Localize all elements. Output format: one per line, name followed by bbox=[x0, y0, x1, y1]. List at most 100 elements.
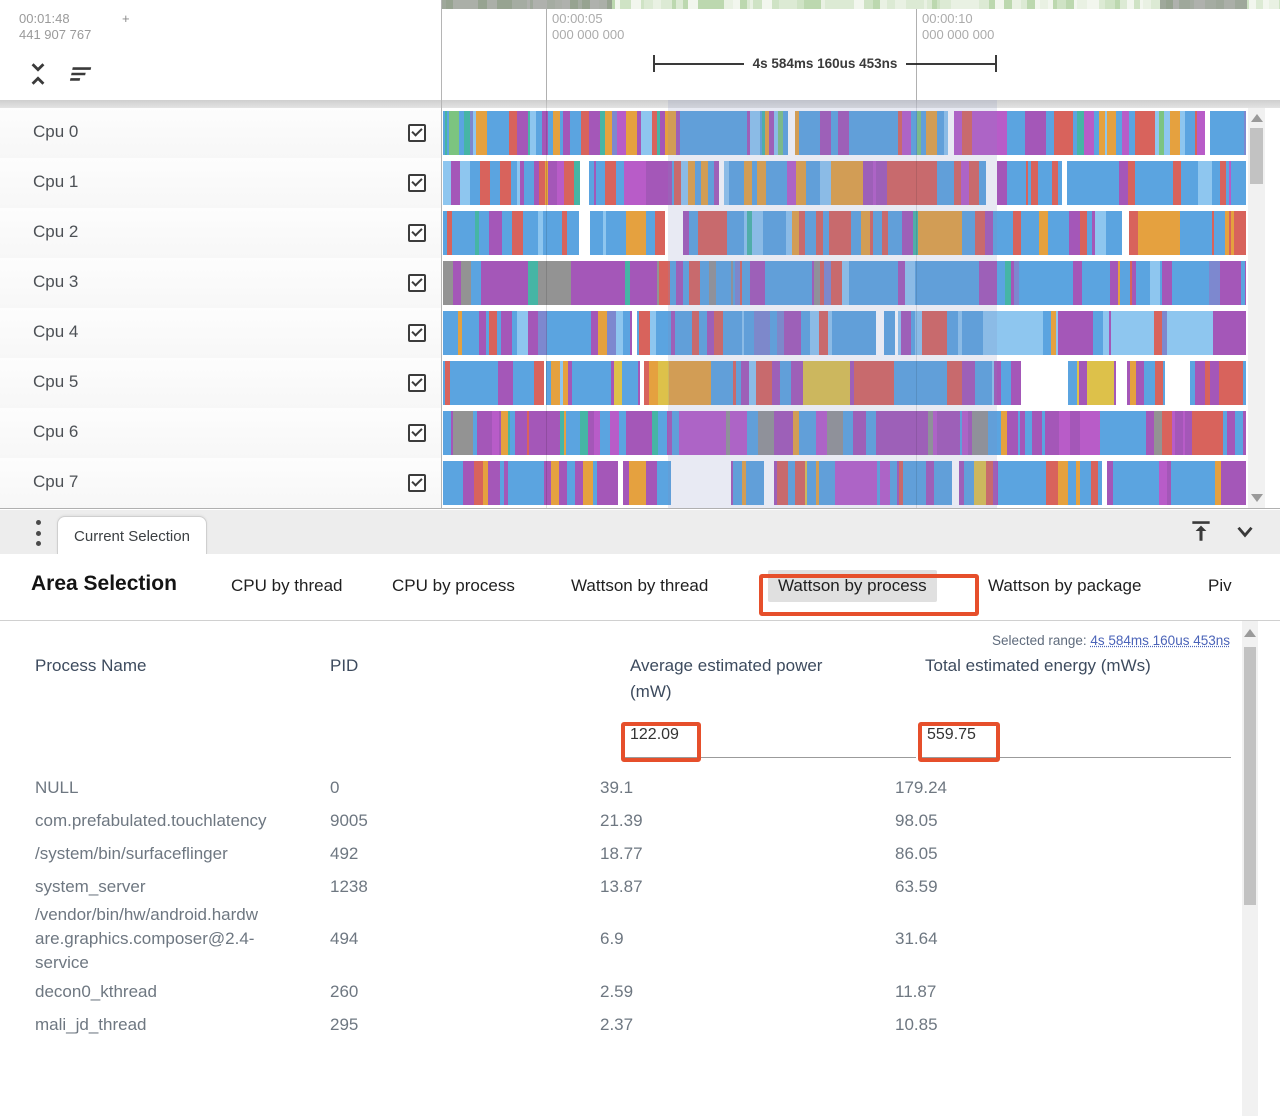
track-checkbox[interactable] bbox=[408, 174, 426, 192]
cell-process-name: /vendor/bin/hw/android.hardw are.graphics… bbox=[35, 905, 259, 972]
track-checkbox[interactable] bbox=[408, 324, 426, 342]
panel-scroll-up-arrow[interactable] bbox=[1244, 629, 1256, 637]
tracks-scrollbar-thumb[interactable] bbox=[1250, 128, 1263, 184]
cell-process-name: system_server bbox=[35, 876, 146, 896]
cpu-track-row[interactable]: Cpu 4 bbox=[0, 308, 1280, 359]
selected-range-value-link[interactable]: 4s 584ms 160us 453ns bbox=[1090, 633, 1230, 648]
result-tab-wattson-by-package[interactable]: Wattson by package bbox=[988, 576, 1142, 595]
timeline-ruler[interactable]: 00:01:48 441 907 767 + 00:00:05 000 000 0… bbox=[0, 9, 1280, 100]
minimap-segment bbox=[961, 0, 968, 9]
track-panel-divider[interactable] bbox=[441, 0, 442, 508]
cell-total-energy: 86.05 bbox=[895, 843, 938, 863]
track-checkbox[interactable] bbox=[408, 274, 426, 292]
minimap-segment bbox=[740, 0, 747, 9]
track-header-cpu-4[interactable]: Cpu 4 bbox=[0, 308, 441, 359]
selection-duration-bracket: 4s 584ms 160us 453ns bbox=[653, 55, 997, 72]
col-header-avg-power: Average estimated power (mW) bbox=[630, 656, 823, 701]
sort-icon[interactable] bbox=[67, 61, 93, 87]
minimap-segment bbox=[1027, 0, 1035, 9]
track-header-cpu-3[interactable]: Cpu 3 bbox=[0, 258, 441, 309]
vertical-align-top-icon[interactable] bbox=[1188, 518, 1214, 544]
track-header-cpu-0[interactable]: Cpu 0 bbox=[0, 108, 441, 159]
result-tab-piv[interactable]: Piv bbox=[1208, 576, 1232, 595]
cell-process-name: com.prefabulated.touchlatency bbox=[35, 810, 267, 830]
minimap-segment bbox=[653, 0, 661, 9]
cpu-track-row[interactable]: Cpu 7 bbox=[0, 458, 1280, 509]
track-header-cpu-6[interactable]: Cpu 6 bbox=[0, 408, 441, 459]
cpu-slices-track[interactable] bbox=[443, 261, 1246, 305]
track-header-cpu-5[interactable]: Cpu 5 bbox=[0, 358, 441, 409]
minimap-segment bbox=[615, 0, 620, 9]
minimap-segment bbox=[917, 0, 924, 9]
track-checkbox[interactable] bbox=[408, 224, 426, 242]
minimap-segment bbox=[753, 0, 762, 9]
minimap-segment bbox=[1021, 0, 1024, 9]
minimap-segment bbox=[724, 0, 733, 9]
minimap-segment bbox=[932, 0, 937, 9]
cpu-track-row[interactable]: Cpu 6 bbox=[0, 408, 1280, 459]
ruler-tick bbox=[916, 9, 917, 100]
minimap-segment bbox=[832, 0, 842, 9]
ruler-tick bbox=[546, 9, 547, 100]
minimap-segment bbox=[814, 0, 821, 9]
cpu-slices-track[interactable] bbox=[443, 161, 1246, 205]
track-checkbox[interactable] bbox=[408, 374, 426, 392]
cpu-track-row[interactable]: Cpu 0 bbox=[0, 108, 1280, 159]
track-checkbox[interactable] bbox=[408, 424, 426, 442]
minimap-segment bbox=[714, 0, 724, 9]
cpu-track-row[interactable]: Cpu 1 bbox=[0, 158, 1280, 209]
tracks-scrollbar[interactable] bbox=[1248, 108, 1265, 508]
minimap-segment bbox=[940, 0, 951, 9]
cpu-track-row[interactable]: Cpu 2 bbox=[0, 208, 1280, 259]
ruler-tick-label: 00:00:10 000 000 000 bbox=[922, 11, 995, 42]
minimap-segment bbox=[1134, 0, 1140, 9]
cpu-slices-track[interactable] bbox=[443, 211, 1246, 255]
track-header-cpu-2[interactable]: Cpu 2 bbox=[0, 208, 441, 259]
minimap-segment bbox=[1099, 0, 1105, 9]
track-checkbox[interactable] bbox=[408, 474, 426, 492]
minimap-segment bbox=[1115, 0, 1120, 9]
tracks-scroll-down-arrow[interactable] bbox=[1251, 494, 1263, 502]
minimap-segment bbox=[1077, 0, 1087, 9]
details-panel: Current Selection Area Selection CPU by … bbox=[0, 508, 1280, 1116]
track-header-cpu-1[interactable]: Cpu 1 bbox=[0, 158, 441, 209]
minimap-segment bbox=[1127, 0, 1134, 9]
more-vert-icon[interactable] bbox=[30, 520, 46, 546]
minimap-segment bbox=[1087, 0, 1092, 9]
cpu-track-row[interactable]: Cpu 3 bbox=[0, 258, 1280, 309]
cpu-track-row[interactable]: Cpu 5 bbox=[0, 358, 1280, 409]
panel-scrollbar[interactable] bbox=[1242, 621, 1258, 1116]
cpu-slices-track[interactable] bbox=[443, 111, 1246, 155]
table-row: /system/bin/surfaceflinger 492 18.77 86.05 bbox=[0, 837, 1240, 870]
track-header-cpu-7[interactable]: Cpu 7 bbox=[0, 458, 441, 509]
viewport-time-plus: + bbox=[122, 11, 130, 26]
cell-pid: 494 bbox=[330, 929, 359, 948]
panel-scrollbar-thumb[interactable] bbox=[1244, 647, 1256, 905]
cell-total-energy: 11.87 bbox=[895, 981, 937, 1001]
track-checkbox[interactable] bbox=[408, 124, 426, 142]
minimap-segment bbox=[698, 0, 707, 9]
minimap-segment bbox=[1245, 0, 1249, 9]
chevron-down-icon[interactable] bbox=[1232, 518, 1258, 544]
result-tab-wattson-by-process[interactable]: Wattson by process bbox=[768, 570, 937, 602]
minimap-segment bbox=[779, 0, 790, 9]
cpu-slices-track[interactable] bbox=[443, 411, 1246, 455]
minimap-segment bbox=[661, 0, 672, 9]
current-selection-label: Current Selection bbox=[74, 527, 190, 545]
cpu-slices-track[interactable] bbox=[443, 311, 1246, 355]
table-row: mali_jd_thread 295 2.37 10.85 bbox=[0, 1008, 1240, 1041]
minimap-segment bbox=[854, 0, 860, 9]
cpu-slices-track[interactable] bbox=[443, 461, 1246, 505]
result-tab-cpu-by-process[interactable]: CPU by process bbox=[392, 576, 515, 595]
minimap-segment bbox=[1249, 0, 1256, 9]
minimap-segment bbox=[1053, 0, 1057, 9]
tracks-scroll-up-arrow[interactable] bbox=[1251, 114, 1263, 122]
unfold-less-icon[interactable] bbox=[25, 61, 51, 87]
minimap-segment bbox=[772, 0, 779, 9]
result-tab-cpu-by-thread[interactable]: CPU by thread bbox=[231, 576, 343, 595]
tab-current-selection[interactable]: Current Selection bbox=[57, 516, 207, 555]
minimap-segment bbox=[1066, 0, 1074, 9]
cpu-slices-track[interactable] bbox=[443, 361, 1246, 405]
result-tab-wattson-by-thread[interactable]: Wattson by thread bbox=[571, 576, 709, 595]
minimap-segment bbox=[864, 0, 873, 9]
